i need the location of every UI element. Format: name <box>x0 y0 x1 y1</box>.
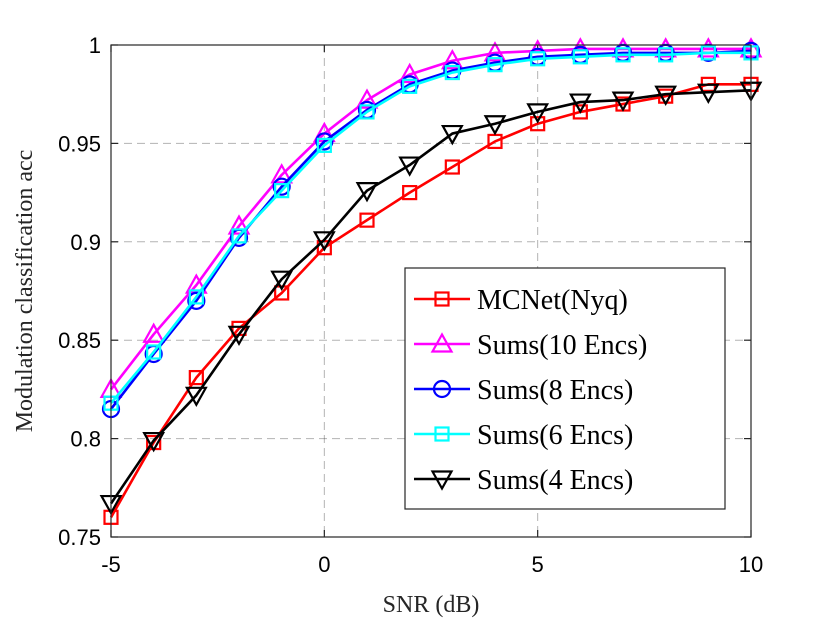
data-point <box>398 62 422 84</box>
series-line <box>109 88 752 505</box>
legend-label: Sums(8 Encs) <box>477 375 633 406</box>
data-point <box>615 47 631 63</box>
y-tick-label: 1 <box>89 33 101 58</box>
data-point <box>142 322 166 343</box>
data-point <box>274 183 290 199</box>
series-layer <box>99 37 763 525</box>
data-point <box>231 228 247 244</box>
data-point <box>188 369 204 386</box>
data-point <box>355 182 379 203</box>
y-tick-label: 0.85 <box>58 328 101 353</box>
data-point <box>444 159 460 175</box>
data-point <box>696 83 720 104</box>
x-tick-label: 10 <box>739 552 763 577</box>
data-point <box>700 45 716 61</box>
data-point <box>483 115 507 136</box>
series-line <box>109 47 751 391</box>
x-tick-label: 0 <box>318 552 330 577</box>
legend-label: MCNet(Nyq) <box>477 285 628 316</box>
data-point <box>530 51 546 67</box>
data-point <box>440 48 464 70</box>
legend-item: MCNet(Nyq) <box>414 285 628 316</box>
legend-label: Sums(10 Encs) <box>477 330 647 361</box>
data-point <box>487 57 503 73</box>
legend: MCNet(Nyq) Sums(10 Encs) Sums(8 Encs) Sums(… <box>404 267 726 510</box>
data-point <box>402 78 418 94</box>
data-point <box>188 289 204 305</box>
data-point <box>227 325 251 347</box>
series-mcnet-nyq <box>103 76 759 525</box>
data-point <box>654 85 678 106</box>
series-line <box>110 51 751 405</box>
data-point <box>611 91 635 112</box>
y-tick-label: 0.8 <box>70 427 101 452</box>
legend-marker <box>430 470 454 491</box>
data-point <box>526 103 550 124</box>
data-point <box>572 49 588 65</box>
data-point <box>444 64 460 81</box>
legend-label: Sums(4 Encs) <box>477 465 633 496</box>
data-point <box>398 156 422 177</box>
data-point <box>483 41 507 62</box>
data-point <box>184 386 208 408</box>
data-point <box>572 104 588 120</box>
data-point <box>146 344 162 360</box>
data-point <box>272 177 291 196</box>
data-point <box>355 88 379 109</box>
data-point <box>142 431 166 453</box>
legend-marker <box>432 379 452 399</box>
data-point <box>696 37 720 58</box>
legend-label: Sums(6 Encs) <box>477 420 633 451</box>
y-tick-label: 0.75 <box>58 525 101 550</box>
data-point <box>658 47 674 63</box>
legend-marker <box>434 291 450 307</box>
legend-marker <box>434 426 450 442</box>
data-point <box>312 231 336 252</box>
data-point <box>530 116 546 132</box>
y-tick-label: 0.95 <box>58 131 101 156</box>
legend-marker <box>430 332 454 353</box>
data-point <box>402 185 418 201</box>
plot-frame <box>110 44 752 538</box>
legend-item: Sums(6 Encs) <box>414 420 633 451</box>
tick-labels: -5 0 5 10 0.75 0.8 0.85 0.9 0.95 1 <box>58 33 763 577</box>
data-point <box>187 291 206 310</box>
data-point <box>568 93 592 114</box>
series-line <box>109 83 751 518</box>
data-point <box>440 124 464 146</box>
data-point <box>227 214 251 235</box>
legend-item: Sums(4 Encs) <box>414 465 633 496</box>
data-point <box>316 137 332 153</box>
y-axis-label: Modulation classification acc <box>12 150 38 433</box>
legend-item: Sums(10 Encs) <box>414 330 647 361</box>
data-point <box>270 163 294 184</box>
data-point <box>359 104 375 120</box>
x-tick-label: -5 <box>101 552 121 577</box>
y-tick-label: 0.9 <box>70 230 101 255</box>
data-point <box>315 132 334 151</box>
series-line <box>109 49 752 410</box>
x-tick-label: 5 <box>532 552 544 577</box>
data-point <box>359 212 375 228</box>
legend-item: Sums(8 Encs) <box>414 375 633 406</box>
data-point <box>270 270 294 291</box>
x-axis-label: SNR (dB) <box>383 592 480 618</box>
